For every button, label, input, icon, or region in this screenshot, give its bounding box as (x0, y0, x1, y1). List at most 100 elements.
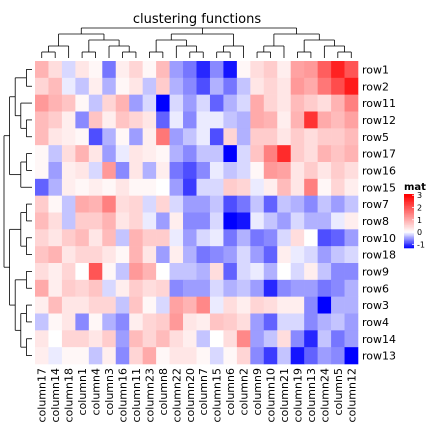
legend-gradient-step (404, 239, 414, 242)
heatmap-cell (209, 330, 224, 348)
heatmap-cell (304, 178, 318, 196)
heatmap-cell (48, 347, 63, 365)
heatmap-cell (169, 178, 184, 196)
heatmap-cell (263, 263, 278, 281)
legend-gradient-step (404, 233, 414, 235)
column-label: column15 (211, 368, 224, 423)
heatmap-cell (183, 178, 197, 196)
heatmap-cell (250, 296, 265, 314)
row-label: row8 (362, 215, 389, 228)
heatmap-cell (209, 128, 224, 146)
heatmap-cell (102, 128, 117, 146)
heatmap-cell (331, 162, 345, 180)
heatmap-cell (263, 111, 278, 129)
heatmap-cell (61, 212, 76, 230)
heatmap-cell (48, 246, 63, 264)
heatmap-cell (331, 263, 345, 281)
column-label: column5 (332, 368, 345, 416)
heatmap-cell (48, 145, 63, 163)
heatmap-cell (263, 330, 278, 348)
column-label: column22 (170, 368, 183, 423)
heatmap-cell (223, 229, 238, 247)
heatmap-cell (169, 347, 184, 365)
heatmap-cell (156, 128, 170, 146)
heatmap-cell (61, 229, 76, 247)
heatmap-cell (277, 195, 292, 213)
heatmap-cell (236, 195, 251, 213)
heatmap-cell (331, 246, 345, 264)
heatmap-cell (236, 111, 251, 129)
heatmap-cell (102, 313, 117, 331)
heatmap-cell (156, 330, 170, 348)
column-label: column16 (116, 368, 129, 423)
heatmap-cell (223, 61, 238, 79)
heatmap-cell (263, 94, 278, 112)
heatmap-cell (290, 77, 305, 95)
heatmap-cell (61, 279, 76, 297)
heatmap-cell (331, 94, 345, 112)
heatmap-cell (48, 195, 63, 213)
heatmap-cell (35, 111, 49, 129)
heatmap-cell (263, 313, 278, 331)
heatmap-cell (183, 347, 197, 365)
heatmap-cell (35, 178, 49, 196)
heatmap-cell (142, 94, 157, 112)
heatmap-cell (331, 212, 345, 230)
heatmap-cell (236, 128, 251, 146)
heatmap-cell (304, 145, 318, 163)
heatmap-cell (223, 77, 238, 95)
heatmap-cell (129, 296, 143, 314)
heatmap-cell (331, 61, 345, 79)
heatmap-cell (277, 61, 292, 79)
heatmap-cell (236, 61, 251, 79)
heatmap-cell (263, 296, 278, 314)
heatmap-cell (209, 313, 224, 331)
heatmap-cell (169, 279, 184, 297)
heatmap-cell (236, 162, 251, 180)
row-label: row2 (362, 80, 389, 93)
heatmap-cell (88, 313, 103, 331)
legend-gradient-step (404, 215, 414, 218)
heatmap-cell (115, 279, 130, 297)
heatmap-cell (344, 279, 359, 297)
heatmap-cell (317, 178, 332, 196)
heatmap-cell (290, 145, 305, 163)
heatmap-cell (75, 162, 90, 180)
heatmap-cell (169, 263, 184, 281)
heatmap-cell (156, 195, 170, 213)
legend-gradient-step (404, 203, 414, 206)
heatmap-cell (317, 229, 332, 247)
heatmap-cell (115, 94, 130, 112)
heatmap-cell (61, 263, 76, 281)
heatmap-cell (129, 263, 143, 281)
heatmap-cell (75, 145, 90, 163)
heatmap-cell (196, 111, 211, 129)
heatmap-cell (209, 229, 224, 247)
heatmap-cell (317, 347, 332, 365)
row-label: row17 (362, 148, 396, 161)
heatmap-cell (236, 347, 251, 365)
heatmap-cell (250, 313, 265, 331)
heatmap-cell (102, 229, 117, 247)
heatmap-cell (142, 330, 157, 348)
heatmap-cell (236, 229, 251, 247)
heatmap-cell (61, 94, 76, 112)
row-label: row3 (362, 299, 389, 312)
heatmap-cell (35, 263, 49, 281)
heatmap-cell (304, 61, 318, 79)
heatmap-cell (129, 94, 143, 112)
legend-tick-label: 0 (417, 228, 422, 237)
heatmap-cell (61, 347, 76, 365)
row-dendrogram (3, 69, 32, 356)
heatmap-cell (102, 111, 117, 129)
heatmap-cell (115, 111, 130, 129)
heatmap-cell (35, 246, 49, 264)
heatmap-cell (331, 229, 345, 247)
heatmap-cell (317, 330, 332, 348)
legend-gradient-step (404, 199, 414, 202)
heatmap-cell (102, 61, 117, 79)
heatmap-cell (250, 246, 265, 264)
heatmap-cell (317, 246, 332, 264)
column-label: column6 (224, 368, 237, 416)
